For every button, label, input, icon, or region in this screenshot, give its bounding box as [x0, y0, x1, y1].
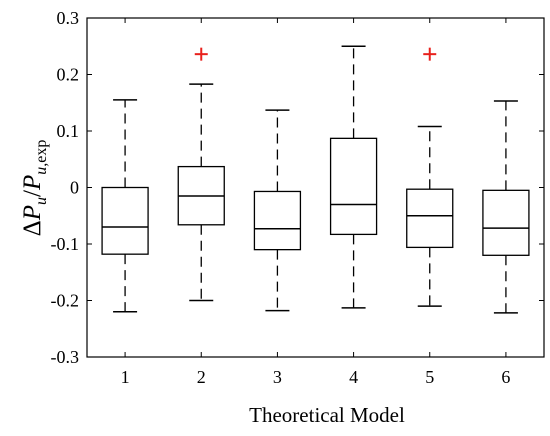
iqr-box	[101, 186, 149, 255]
x-tick-label: 5	[425, 367, 434, 387]
y-tick-label: -0.2	[51, 291, 80, 311]
y-tick-label: 0.1	[57, 121, 80, 141]
x-tick-label: 4	[349, 367, 358, 387]
x-tick-label: 6	[501, 367, 510, 387]
y-tick-label: -0.1	[51, 234, 80, 254]
y-axis-label-p2: P	[19, 175, 46, 191]
y-axis-ticks: -0.3 -0.2 -0.1 0 0.1 0.2 0.3	[51, 8, 544, 367]
y-tick-label: 0	[70, 178, 79, 198]
y-axis-label-sub1: u	[33, 197, 50, 205]
box-group-1	[101, 99, 149, 313]
plot-area	[86, 17, 545, 358]
y-axis-label: ΔPu/Pu,exp	[19, 140, 50, 237]
y-axis-label-delta: Δ	[19, 220, 46, 236]
y-tick-label: -0.3	[51, 347, 80, 367]
iqr-box	[253, 190, 302, 251]
y-tick-label: 0.2	[57, 65, 80, 85]
y-axis-label-p1: P	[19, 205, 46, 221]
outlier-marker	[194, 47, 208, 61]
x-axis-ticks: 1 2 3 4 5 6	[121, 18, 510, 387]
iqr-box	[406, 188, 454, 249]
box-group-5	[406, 47, 454, 307]
x-tick-label: 2	[197, 367, 206, 387]
x-tick-label: 1	[121, 367, 130, 387]
iqr-box	[482, 189, 530, 256]
iqr-box	[329, 137, 378, 236]
y-axis-label-sub2a: u	[33, 167, 50, 175]
box-group-6	[482, 100, 530, 314]
box-group-2	[177, 47, 225, 302]
axes-frame	[86, 17, 545, 358]
x-axis-label: Theoretical Model	[249, 403, 405, 427]
y-axis-label-slash: /	[19, 190, 46, 197]
x-tick-label: 3	[273, 367, 282, 387]
box-group-4	[329, 45, 378, 309]
y-tick-label: 0.3	[57, 8, 80, 28]
box-group-3	[253, 109, 302, 312]
y-axis-label-sub2b: ,exp	[33, 140, 50, 167]
outlier-marker	[423, 47, 437, 61]
